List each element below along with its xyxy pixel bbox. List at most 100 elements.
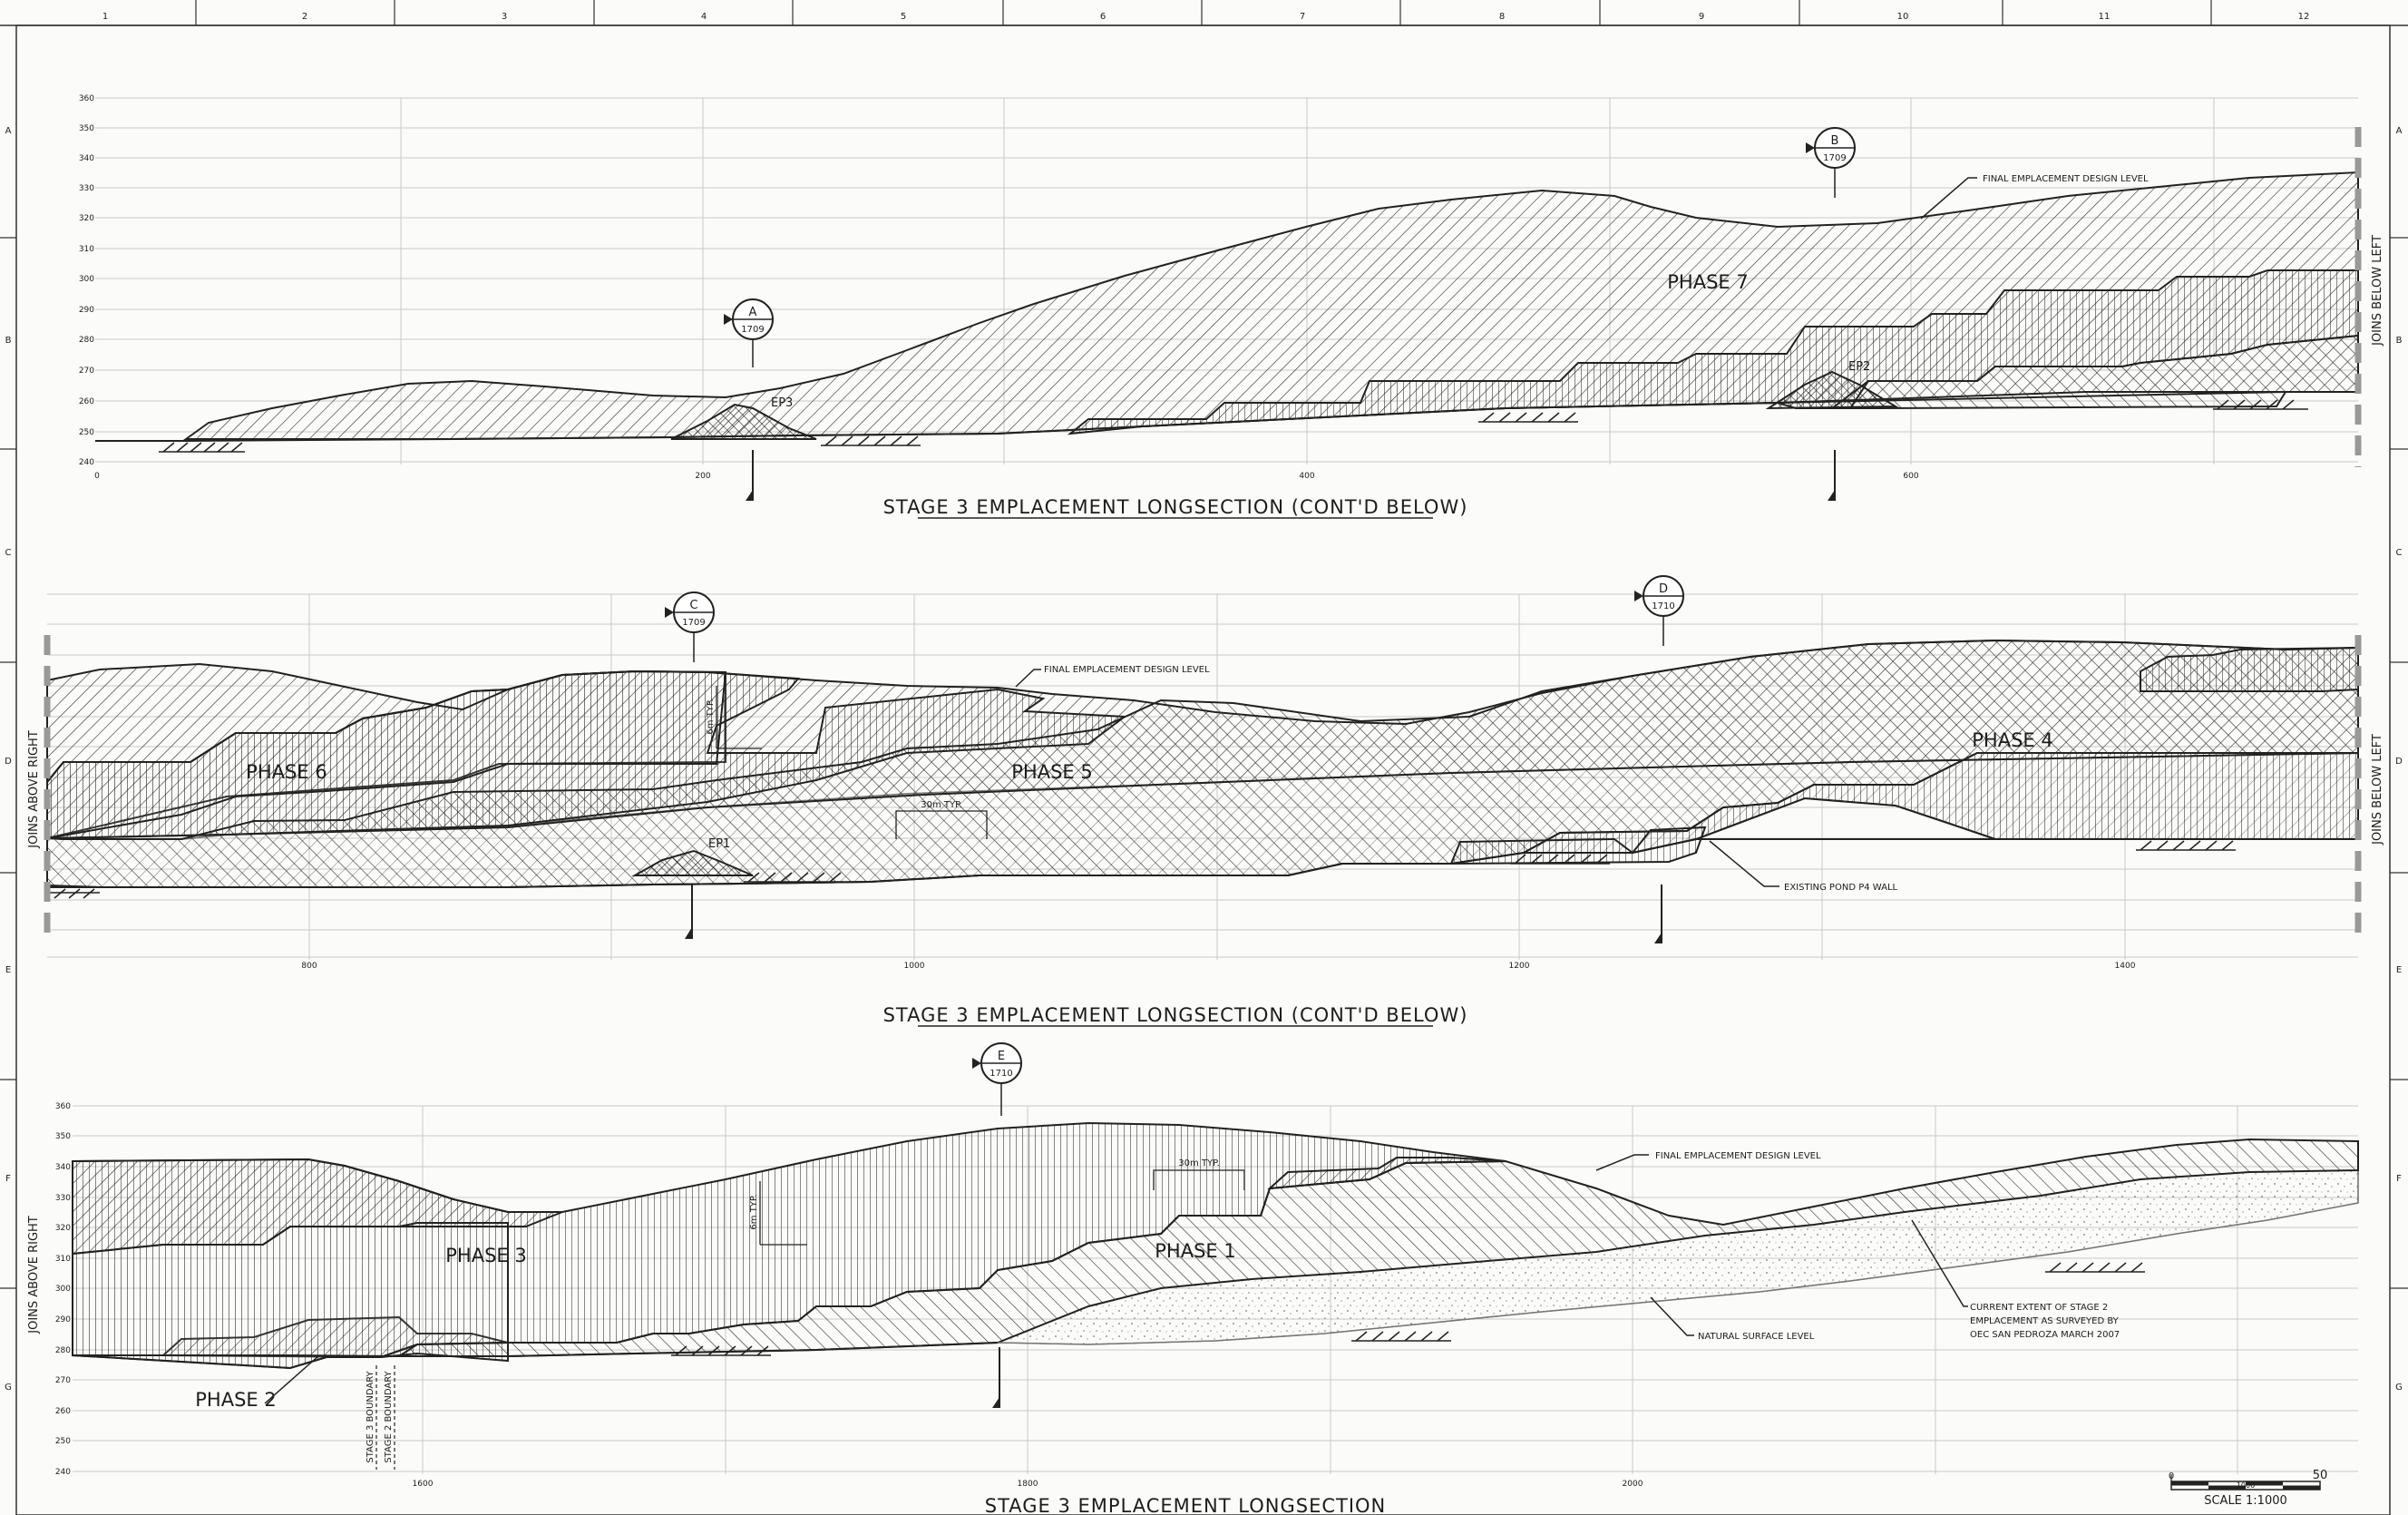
- row-label: G: [2395, 1383, 2403, 1393]
- y-tick-label: 240: [79, 458, 94, 467]
- scale-mid: 1000: [2237, 1481, 2255, 1490]
- row-label: A: [2396, 126, 2403, 136]
- y-tick-label: 360: [55, 1102, 71, 1111]
- current-extent-label-3: OEC SAN PEDROZA MARCH 2007: [1970, 1330, 2120, 1340]
- leader-line: [1709, 840, 1779, 887]
- callout-sheet: 1709: [741, 325, 764, 335]
- col-label: 6: [1100, 12, 1106, 22]
- natural-surface-line: [997, 1202, 2359, 1345]
- ground-symbols-3: [671, 1262, 2145, 1356]
- y-tick-label: 320: [55, 1224, 71, 1233]
- ground-symbols-2: [50, 840, 2236, 899]
- y-tick-label: 350: [55, 1132, 71, 1141]
- current-extent-label-2: EMPLACEMENT AS SURVEYED BY: [1970, 1316, 2120, 1326]
- y-tick-label: 310: [55, 1255, 71, 1264]
- section-callout-c[interactable]: C 1709: [665, 591, 715, 939]
- x-tick-label: 1200: [1509, 962, 1530, 971]
- stage-2-boundary-label: STAGE 2 BOUNDARY: [384, 1370, 394, 1462]
- y-tick-label: 290: [79, 306, 94, 315]
- row-label: D: [5, 757, 12, 767]
- leader-line: [1911, 1219, 1968, 1307]
- section-1-title: STAGE 3 EMPLACEMENT LONGSECTION (CONT'D …: [883, 496, 1468, 518]
- leader-line: [1920, 177, 1977, 220]
- section-callout-e[interactable]: E 1710: [972, 1042, 1022, 1408]
- design-level-label: FINAL EMPLACEMENT DESIGN LEVEL: [1044, 665, 1210, 675]
- phase-6-label: PHASE 6: [246, 761, 327, 783]
- x-tick-label: 1800: [1018, 1480, 1038, 1489]
- longsection-2: 800 1000 1200 1400: [27, 575, 2384, 1027]
- natural-surface-label: NATURAL SURFACE LEVEL: [1698, 1332, 1815, 1342]
- y-tick-label: 330: [79, 184, 94, 193]
- row-label: F: [5, 1174, 11, 1184]
- y-tick-label: 250: [55, 1437, 71, 1446]
- callout-sheet: 1710: [1652, 601, 1674, 611]
- y-tick-label: 260: [79, 397, 94, 406]
- pond-wall-label: EXISTING POND P4 WALL: [1784, 883, 1898, 893]
- phase-1-upper-rim: [1267, 1157, 1506, 1190]
- dimension-6m: [759, 1181, 807, 1246]
- dimension-6m: [716, 686, 762, 749]
- dimension-30m-label: 30m TYP.: [921, 800, 962, 810]
- ep2-label: EP2: [1848, 360, 1870, 374]
- x-tick-label: 1600: [413, 1480, 434, 1489]
- row-label: A: [5, 126, 12, 136]
- col-label: 3: [502, 12, 507, 22]
- section-callout-a[interactable]: A 1709: [724, 298, 774, 501]
- callout-sheet: 1710: [990, 1069, 1012, 1079]
- phase-5-label: PHASE 5: [1011, 761, 1092, 783]
- phase-6-vertical-top: [46, 670, 727, 840]
- x-tick-label: 600: [1903, 472, 1918, 481]
- y-tick-label: 330: [55, 1194, 71, 1203]
- x-tick-label: 2000: [1623, 1480, 1643, 1489]
- col-label: 11: [2099, 12, 2111, 22]
- section-callout-d[interactable]: D 1710: [1634, 575, 1684, 943]
- scale-label: SCALE 1:1000: [2204, 1494, 2287, 1508]
- callout-letter: D: [1659, 582, 1668, 596]
- section-callout-b[interactable]: B 1709: [1806, 127, 1856, 501]
- phase-3-upper-hatch: [72, 1158, 563, 1256]
- ground-line-3: [73, 1342, 999, 1357]
- row-label: E: [2396, 965, 2402, 975]
- col-label: 10: [1897, 12, 1909, 22]
- col-label: 9: [1699, 12, 1704, 22]
- dimension-30m: [1153, 1169, 1245, 1190]
- col-label: 5: [901, 12, 906, 22]
- y-tick-label: 300: [55, 1285, 71, 1294]
- phase-1-fill: [395, 1138, 2359, 1357]
- ep2-mound: [1765, 370, 1899, 410]
- y-tick-label: 360: [79, 94, 94, 103]
- ep1-mound: [631, 849, 754, 876]
- row-label: D: [2395, 757, 2403, 767]
- longsection-3: 360 350 340 330 320 310 300 290 280 270 …: [27, 1042, 2359, 1515]
- callout-letter: B: [1831, 134, 1839, 148]
- x-tick-label: 200: [695, 472, 710, 481]
- phase-4-label: PHASE 4: [1972, 729, 2052, 751]
- phase-3-label: PHASE 3: [445, 1245, 526, 1266]
- ep3-label: EP3: [771, 396, 793, 410]
- y-tick-label: 280: [79, 336, 94, 345]
- y-tick-label: 270: [79, 367, 94, 376]
- y-tick-label: 300: [79, 275, 94, 284]
- callout-sheet: 1709: [682, 618, 705, 628]
- callout-letter: A: [749, 306, 757, 319]
- row-label: G: [5, 1383, 12, 1393]
- y-tick-label: 270: [55, 1376, 71, 1385]
- ground-line-1: [95, 391, 2358, 442]
- y-tick-label: 290: [55, 1315, 71, 1324]
- row-label: C: [5, 548, 12, 558]
- section-2-title: STAGE 3 EMPLACEMENT LONGSECTION (CONT'D …: [883, 1004, 1468, 1026]
- x-tick-label: 1000: [904, 962, 925, 971]
- row-label: B: [5, 336, 12, 346]
- scale-end: 50: [2313, 1469, 2328, 1482]
- y-tick-label: 320: [79, 214, 94, 223]
- col-label: 4: [701, 12, 707, 22]
- dimension-6m-label: 6m TYP.: [749, 1194, 759, 1229]
- leader-line: [1650, 1296, 1694, 1336]
- y-tick-label: 310: [79, 245, 94, 254]
- phase-7-lower-fill: [1829, 334, 2359, 409]
- design-level-label: FINAL EMPLACEMENT DESIGN LEVEL: [1983, 174, 2149, 184]
- section-3-title: STAGE 3 EMPLACEMENT LONGSECTION: [985, 1495, 1387, 1515]
- callout-letter: E: [998, 1050, 1005, 1063]
- phase-2-label: PHASE 2: [195, 1389, 276, 1411]
